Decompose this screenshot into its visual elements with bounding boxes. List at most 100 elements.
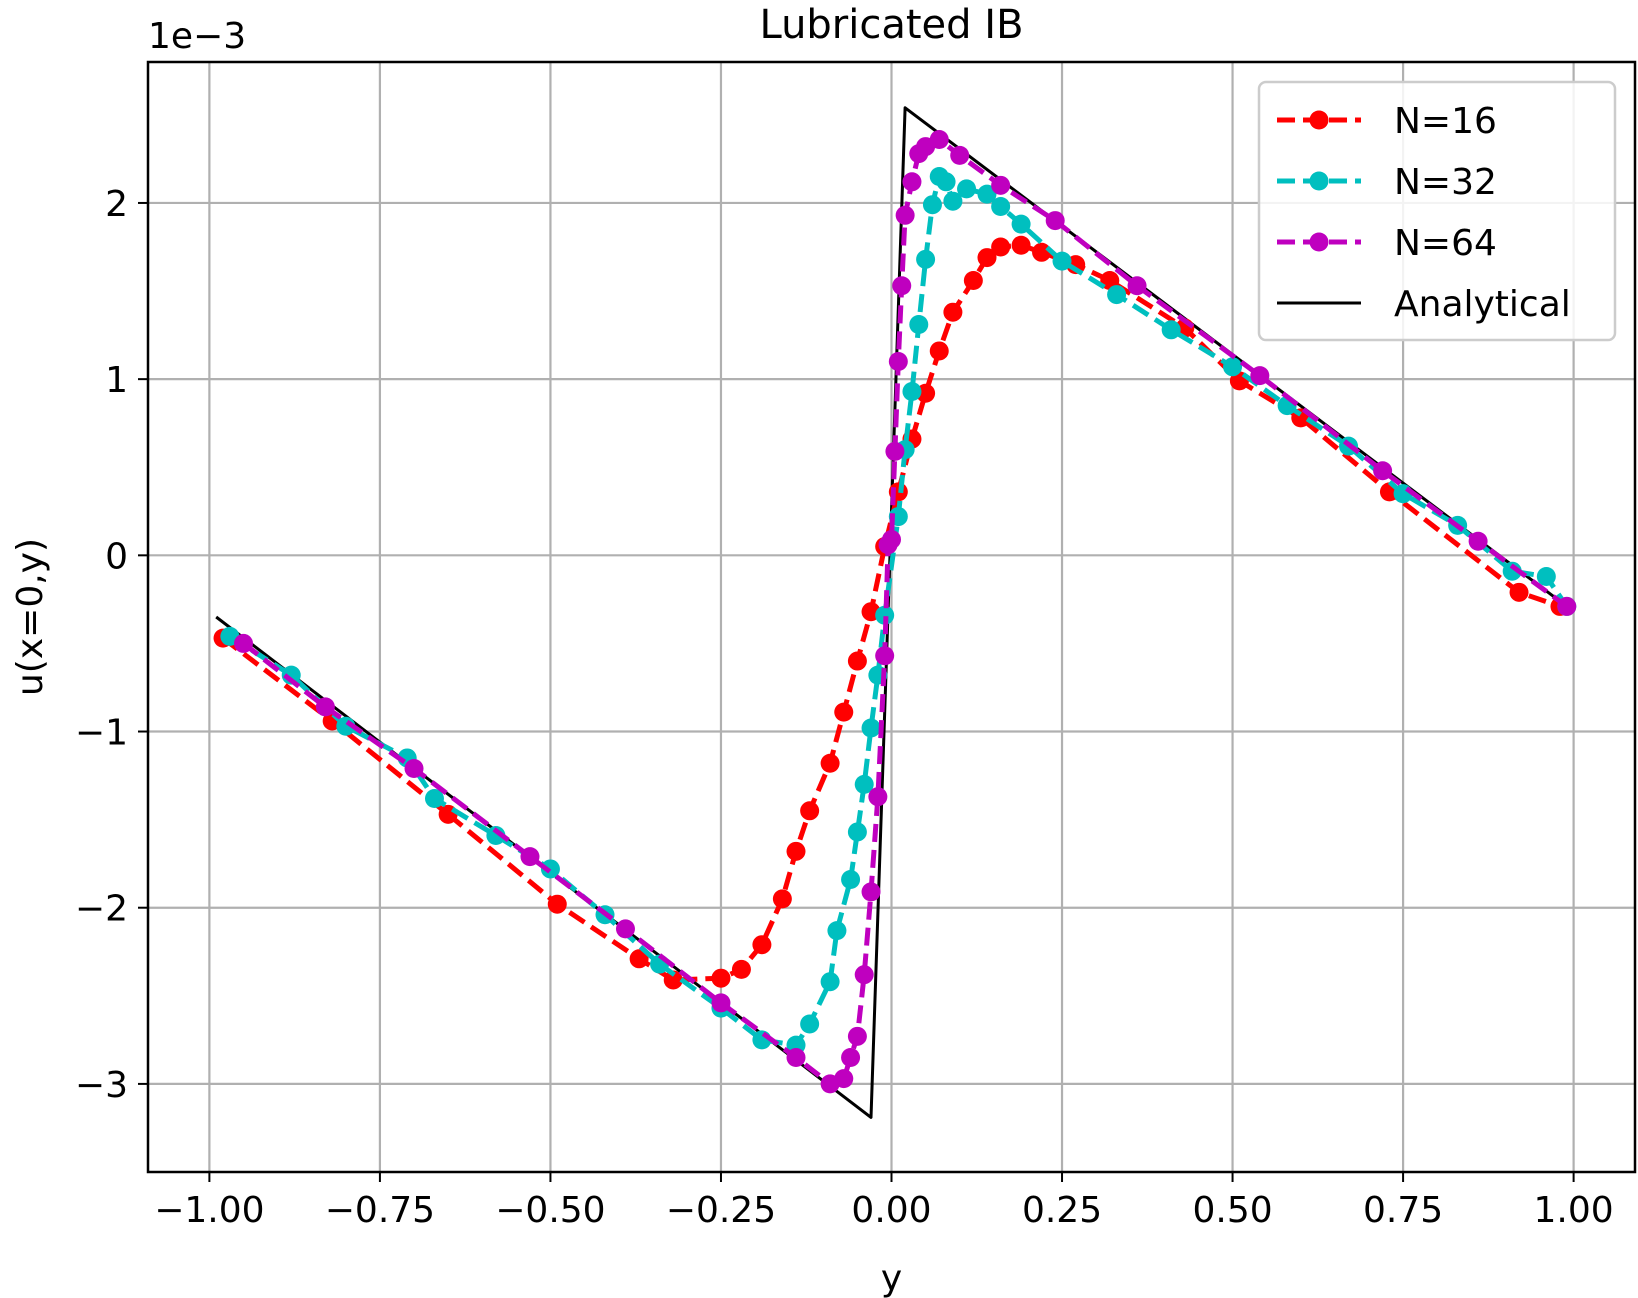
legend: N=16 N=32 N=64 Analytical [1257,80,1617,342]
legend-label-n-16: N=16 [1394,101,1497,142]
y-tick-label: 1 [105,360,128,401]
data-point-n-32 [800,1014,820,1034]
data-point-n-32 [424,788,444,808]
legend-box [1257,80,1617,342]
ticks: −1.00 −0.75 −0.50 −0.25 0.00 0.25 0.50 0.75 1.00… [75,184,1614,1231]
data-point-n-32 [820,972,840,992]
data-point-n-32 [922,195,942,215]
data-point-n-16 [977,248,997,268]
data-point-n-32 [991,196,1011,216]
legend-label-n-64: N=64 [1394,223,1497,264]
data-point-n-16 [786,841,806,861]
data-point-n-64 [1127,276,1147,296]
data-point-n-32 [1052,251,1072,271]
y-tick-label: −2 [75,889,128,930]
data-point-n-16 [663,970,683,990]
data-point-n-64 [315,697,335,717]
x-tick-label: 0.25 [1022,1190,1102,1231]
chart-title: Lubricated IB [759,2,1023,48]
data-point-n-64 [991,175,1011,195]
x-tick-label: −1.00 [154,1190,264,1231]
x-tick-label: 0.50 [1192,1190,1272,1231]
data-point-n-16 [820,753,840,773]
data-point-n-16 [963,270,983,290]
data-point-n-16 [1011,235,1031,255]
data-point-n-32 [1161,320,1181,340]
legend-label-n-32: N=32 [1394,162,1497,203]
data-point-n-32 [861,718,881,738]
y-scale-factor: 1e−3 [148,16,246,57]
legend-label-analytical: Analytical [1394,284,1571,325]
data-point-n-64 [404,759,424,779]
x-tick-label: −0.50 [495,1190,605,1231]
data-point-n-64 [711,993,731,1013]
data-point-n-64 [950,145,970,165]
x-axis-title: y [881,1258,902,1298]
data-point-n-32 [827,921,847,941]
x-tick-label: −0.75 [325,1190,435,1231]
data-point-n-32 [841,870,861,890]
data-point-n-32 [847,822,867,842]
x-tick-label: −0.25 [666,1190,776,1231]
data-point-n-16 [929,341,949,361]
data-point-n-32 [977,184,997,204]
data-point-n-16 [438,804,458,824]
data-point-n-64 [892,276,912,296]
data-point-n-32 [936,172,956,192]
data-point-n-32 [1502,561,1522,581]
y-tick-label: −3 [75,1065,128,1106]
data-point-n-64 [520,847,540,867]
data-point-n-32 [957,179,977,199]
legend-marker-n-16 [1309,110,1329,130]
data-point-n-64 [786,1047,806,1067]
data-point-n-64 [847,1026,867,1046]
x-tick-label: 1.00 [1534,1190,1614,1231]
data-point-n-64 [1250,366,1270,386]
data-point-n-16 [629,949,649,969]
data-point-n-16 [711,968,731,988]
data-point-n-32 [909,315,929,335]
data-point-n-64 [875,646,895,666]
y-tick-label: 2 [105,184,128,225]
data-point-n-32 [916,249,936,269]
data-point-n-64 [885,441,905,461]
data-point-n-64 [882,529,901,549]
data-point-n-16 [731,959,751,979]
data-point-n-64 [233,633,253,653]
y-tick-label: 0 [105,536,128,577]
x-tick-label: 0.75 [1363,1190,1443,1231]
data-point-n-16 [943,302,963,322]
data-point-n-16 [772,889,792,909]
legend-marker-n-64 [1309,232,1329,252]
data-point-n-32 [943,191,963,211]
data-point-n-32 [1223,357,1243,377]
y-axis-title: u(x=0,y) [10,538,51,696]
data-point-n-32 [1536,566,1556,586]
data-point-n-64 [615,919,635,939]
data-point-n-64 [841,1047,861,1067]
data-point-n-16 [800,801,820,821]
y-tick-label: −1 [75,713,128,754]
data-point-n-64 [888,352,908,372]
x-tick-label: 0.00 [851,1190,931,1231]
data-point-n-16 [991,237,1011,257]
data-point-n-32 [486,825,506,845]
data-point-n-64 [1557,596,1577,616]
data-point-n-64 [929,130,949,150]
data-point-n-64 [1373,461,1393,481]
data-point-n-16 [1032,242,1052,262]
data-point-n-64 [868,787,888,807]
data-point-n-16 [847,651,867,671]
data-point-n-32 [854,774,874,794]
data-point-n-32 [1011,214,1031,234]
series-layer [213,106,1577,1119]
data-point-n-64 [895,205,915,225]
legend-marker-n-32 [1309,171,1329,191]
data-point-n-64 [861,882,881,902]
data-point-n-32 [875,605,895,625]
data-point-n-16 [547,894,567,914]
data-point-n-64 [1045,211,1065,231]
data-point-n-64 [854,965,874,985]
data-point-n-16 [834,702,854,722]
